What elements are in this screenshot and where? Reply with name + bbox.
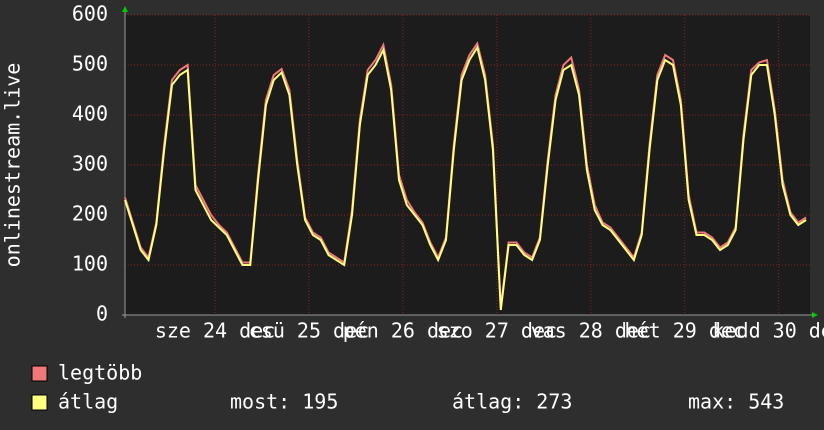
stat-avg: átlag: 273 — [452, 390, 572, 414]
y-tick-label: 600 — [72, 2, 108, 26]
legend-label: átlag — [58, 390, 118, 414]
y-tick-label: 400 — [72, 102, 108, 126]
y-axis-label: onlinestream.live — [1, 63, 25, 268]
y-tick-label: 500 — [72, 52, 108, 76]
stat-most: most: 195 — [230, 390, 338, 414]
legend-swatch — [31, 394, 48, 411]
y-tick-label: 100 — [72, 252, 108, 276]
x-tick-label: szo 27 dec — [437, 319, 557, 343]
y-tick-label: 300 — [72, 152, 108, 176]
stat-max: max: 543 — [688, 390, 784, 414]
y-tick-label: 0 — [96, 302, 108, 326]
x-tick-label: vas 28 dec — [531, 319, 651, 343]
axis-arrow — [122, 6, 128, 12]
x-tick-label: sze 24 dec — [155, 319, 275, 343]
x-tick-label: csü 25 dec — [249, 319, 369, 343]
legend-swatch — [31, 365, 48, 382]
x-tick-label: pén 26 dec — [343, 319, 463, 343]
axis-arrow — [812, 312, 818, 318]
series-line — [124, 44, 807, 311]
x-tick-label: hét 29 dec — [625, 319, 745, 343]
y-tick-label: 200 — [72, 202, 108, 226]
x-tick-label: kedd 30 dec — [712, 319, 824, 343]
legend-label: legtöbb — [58, 361, 142, 385]
